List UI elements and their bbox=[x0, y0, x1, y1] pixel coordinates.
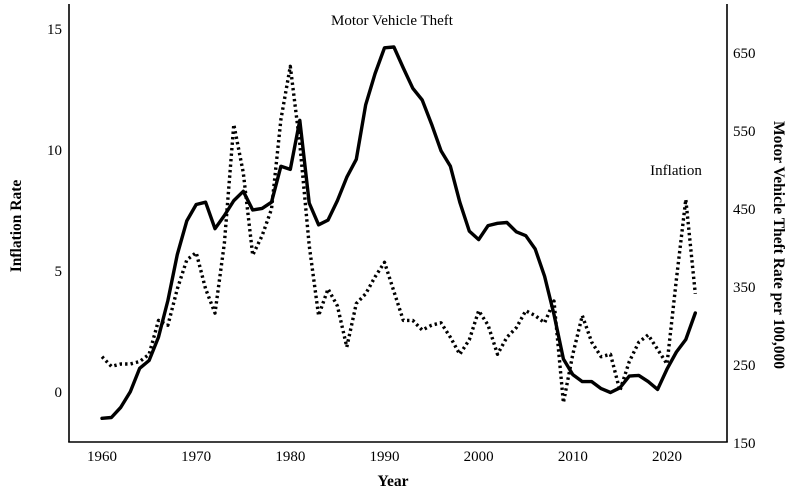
left-y-axis-title: Inflation Rate bbox=[8, 179, 25, 273]
x-tick-label: 1990 bbox=[369, 449, 400, 465]
x-tick-label: 2010 bbox=[557, 449, 588, 465]
x-tick-label: 2000 bbox=[463, 449, 494, 465]
left-y-tick-label: 10 bbox=[47, 143, 62, 159]
right-y-tick-label: 350 bbox=[733, 280, 756, 296]
motor-vehicle-theft-line bbox=[100, 45, 697, 420]
x-tick-label: 1970 bbox=[181, 449, 212, 465]
left-y-tick-label: 0 bbox=[54, 385, 63, 401]
inflation-line bbox=[100, 64, 697, 405]
right-y-tick-label: 250 bbox=[733, 358, 756, 374]
x-tick-label: 1960 bbox=[87, 449, 117, 465]
inflation-series-label: Inflation bbox=[650, 163, 702, 179]
x-tick-label: 2020 bbox=[652, 449, 682, 465]
left-y-tick-label: 15 bbox=[47, 22, 62, 38]
x-tick-label: 1980 bbox=[275, 449, 306, 465]
left-y-tick-label: 5 bbox=[54, 264, 63, 280]
motor-vehicle-theft-series-label: Motor Vehicle Theft bbox=[331, 13, 453, 29]
right-y-tick-label: 550 bbox=[733, 124, 756, 140]
right-y-axis-title: Motor Vehicle Theft Rate per 100,000 bbox=[770, 121, 787, 369]
x-axis-title: Year bbox=[377, 473, 409, 490]
right-y-tick-label: 450 bbox=[733, 202, 756, 218]
right-y-tick-label: 150 bbox=[733, 436, 756, 452]
right-y-tick-label: 650 bbox=[733, 46, 756, 62]
